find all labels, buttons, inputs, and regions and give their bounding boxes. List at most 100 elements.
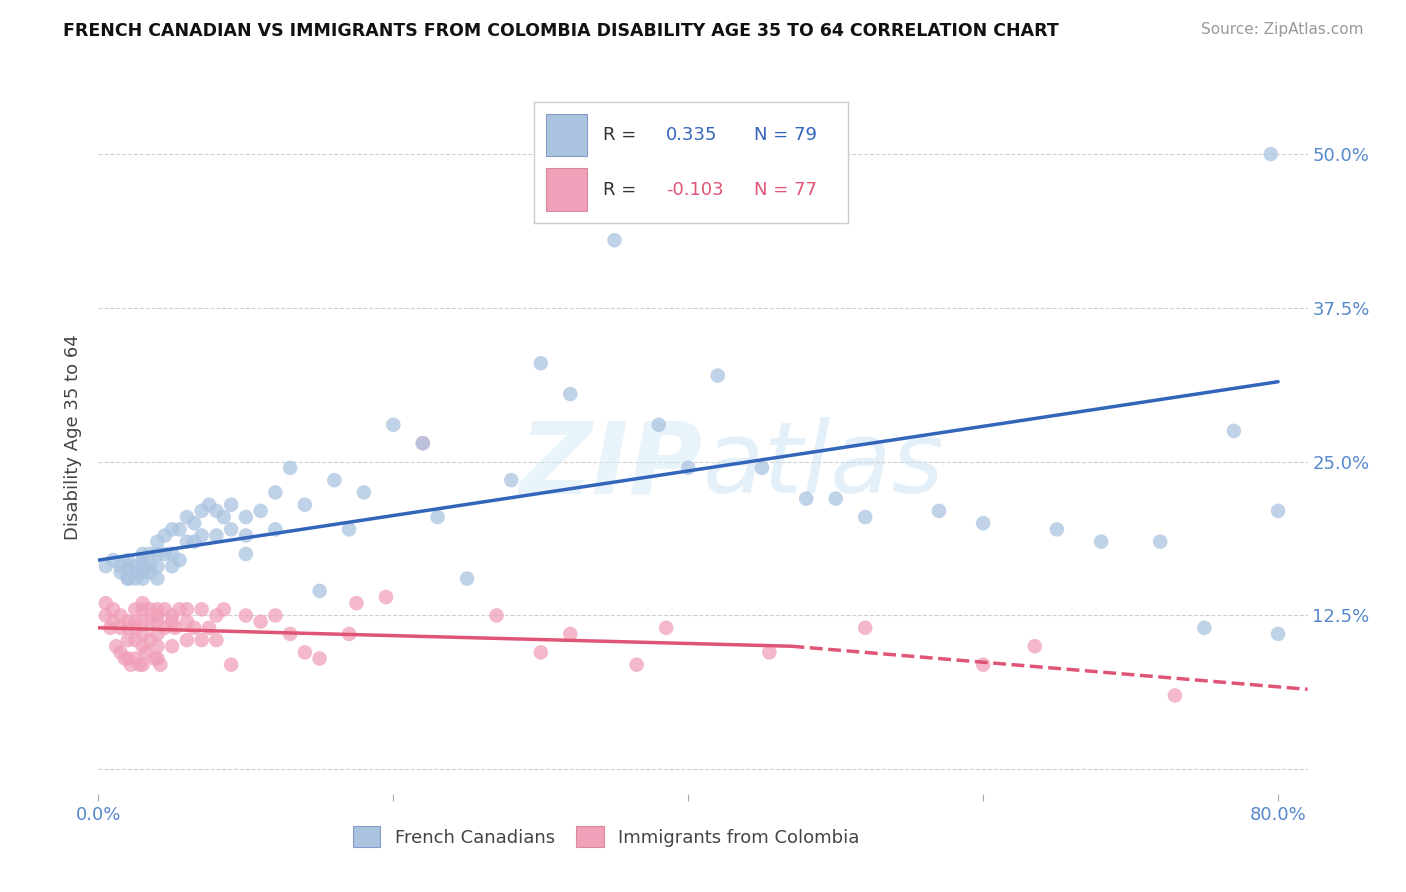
Point (530, 645, 553, 659)
Point (824, 491, 846, 506)
Point (678, 460, 700, 475)
Point (560, 387, 582, 401)
Point (131, 639, 153, 653)
Text: atlas: atlas (703, 417, 945, 514)
Point (124, 559, 146, 574)
Point (205, 633, 228, 648)
Point (853, 621, 876, 635)
Point (139, 615, 162, 629)
Point (110, 566, 132, 580)
Point (160, 615, 183, 629)
Text: Source: ZipAtlas.com: Source: ZipAtlas.com (1201, 22, 1364, 37)
Point (530, 356, 553, 370)
Point (1024, 639, 1046, 653)
Point (131, 602, 153, 616)
Point (149, 657, 172, 672)
Point (235, 528, 257, 542)
Point (117, 651, 139, 665)
Point (117, 633, 139, 648)
Point (1223, 424, 1246, 438)
Point (153, 547, 176, 561)
Point (758, 645, 780, 659)
Point (294, 645, 316, 659)
Point (205, 504, 228, 518)
Point (1260, 147, 1282, 161)
Point (294, 498, 316, 512)
Point (120, 657, 142, 672)
Point (183, 516, 205, 531)
Point (94, 596, 117, 610)
Point (160, 522, 183, 536)
Point (117, 572, 139, 586)
Point (626, 657, 648, 672)
Point (176, 615, 198, 629)
Point (153, 621, 176, 635)
Point (751, 460, 773, 475)
Point (603, 233, 626, 247)
Point (1267, 627, 1289, 641)
Point (135, 645, 157, 659)
Point (1194, 621, 1216, 635)
Point (94, 559, 117, 574)
Point (264, 608, 287, 623)
Point (160, 559, 183, 574)
Point (205, 528, 228, 542)
Point (190, 504, 212, 518)
Point (205, 608, 228, 623)
Point (426, 510, 449, 524)
Point (105, 639, 128, 653)
Point (110, 645, 132, 659)
Point (972, 657, 994, 672)
Point (131, 596, 153, 610)
Point (337, 627, 360, 641)
Point (101, 553, 124, 567)
Point (124, 615, 146, 629)
Point (165, 621, 187, 635)
Point (124, 651, 146, 665)
Point (176, 602, 198, 616)
Point (146, 559, 169, 574)
Text: FRENCH CANADIAN VS IMMIGRANTS FROM COLOMBIA DISABILITY AGE 35 TO 64 CORRELATION : FRENCH CANADIAN VS IMMIGRANTS FROM COLOM… (63, 22, 1059, 40)
Point (412, 436, 434, 450)
Point (124, 621, 146, 635)
Point (235, 608, 257, 623)
Point (160, 547, 183, 561)
Point (212, 602, 235, 616)
Point (139, 547, 162, 561)
Point (160, 608, 183, 623)
Point (114, 651, 136, 665)
Point (117, 615, 139, 629)
Point (183, 534, 205, 549)
Text: ZIP: ZIP (520, 417, 703, 514)
Point (131, 559, 153, 574)
Point (110, 621, 132, 635)
Point (124, 572, 146, 586)
Point (190, 633, 212, 648)
Point (190, 602, 212, 616)
Point (648, 417, 671, 432)
Point (176, 534, 198, 549)
Point (139, 559, 162, 574)
Point (153, 602, 176, 616)
Point (308, 583, 330, 598)
Point (219, 522, 242, 536)
Point (143, 651, 166, 665)
Point (110, 608, 132, 623)
Point (198, 498, 221, 512)
Point (212, 510, 235, 524)
Point (146, 547, 169, 561)
Point (131, 553, 153, 567)
Point (794, 491, 817, 506)
Point (853, 510, 876, 524)
Point (146, 602, 169, 616)
Point (176, 633, 198, 648)
Point (131, 547, 153, 561)
Point (382, 417, 405, 432)
Point (249, 504, 271, 518)
Point (94, 608, 117, 623)
Point (346, 596, 368, 610)
Point (655, 621, 678, 635)
Point (264, 485, 287, 500)
Point (1164, 689, 1187, 703)
Point (131, 572, 153, 586)
